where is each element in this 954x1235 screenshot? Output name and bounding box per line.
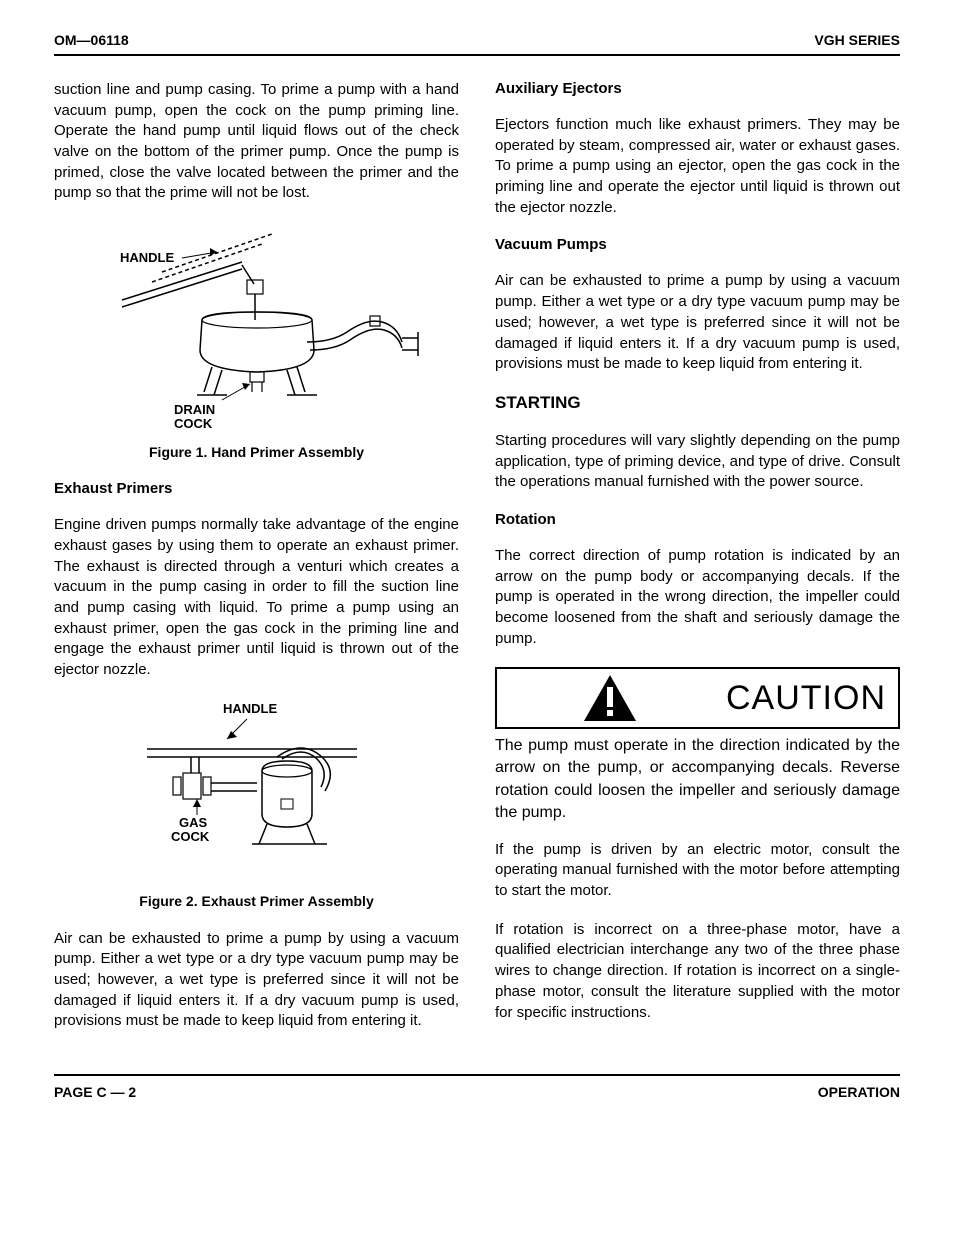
- exhaust-primers-heading: Exhaust Primers: [54, 480, 459, 497]
- paragraph: Ejectors function much like exhaust prim…: [495, 115, 900, 218]
- header-left: OM—06118: [54, 32, 129, 48]
- left-column: suction line and pump casing. To prime a…: [54, 80, 459, 1050]
- caution-label: CAUTION: [726, 679, 886, 718]
- fig2-handle-label: HANDLE: [223, 701, 277, 716]
- hand-primer-diagram: HANDLE: [92, 222, 422, 432]
- paragraph: If rotation is incorrect on a three-phas…: [495, 920, 900, 1023]
- exhaust-primer-diagram: HANDLE: [127, 699, 387, 869]
- paragraph: suction line and pump casing. To prime a…: [54, 80, 459, 204]
- header-right: VGH SERIES: [814, 32, 900, 48]
- warning-triangle-icon: [582, 673, 638, 723]
- rotation-heading: Rotation: [495, 511, 900, 528]
- aux-ejectors-heading: Auxiliary Ejectors: [495, 80, 900, 97]
- paragraph: Engine driven pumps normally take advant…: [54, 515, 459, 681]
- body-columns: suction line and pump casing. To prime a…: [54, 80, 900, 1050]
- caution-text: The pump must operate in the direction i…: [495, 735, 900, 823]
- drain-cock-label-line2: COCK: [174, 416, 213, 431]
- paragraph: Air can be exhausted to prime a pump by …: [54, 929, 459, 1032]
- figure-1-caption: Figure 1. Hand Primer Assembly: [54, 444, 459, 460]
- svg-text:COCK: COCK: [171, 829, 210, 844]
- paragraph: Starting procedures will vary slightly d…: [495, 431, 900, 493]
- figure-1: HANDLE: [54, 222, 459, 460]
- vacuum-pumps-heading: Vacuum Pumps: [495, 236, 900, 253]
- footer-right: OPERATION: [818, 1084, 900, 1100]
- right-column: Auxiliary Ejectors Ejectors function muc…: [495, 80, 900, 1050]
- drain-cock-label-line1: DRAIN: [174, 402, 215, 417]
- figure-2: HANDLE: [54, 699, 459, 909]
- paragraph: Air can be exhausted to prime a pump by …: [495, 271, 900, 374]
- paragraph: If the pump is driven by an electric mot…: [495, 840, 900, 902]
- handle-label: HANDLE: [120, 250, 174, 265]
- figure-2-caption: Figure 2. Exhaust Primer Assembly: [54, 893, 459, 909]
- starting-heading: STARTING: [495, 393, 900, 413]
- caution-box: CAUTION: [495, 667, 900, 729]
- paragraph: The correct direction of pump rotation i…: [495, 546, 900, 649]
- page-header: OM—06118 VGH SERIES: [54, 32, 900, 56]
- page-footer: PAGE C — 2 OPERATION: [54, 1074, 900, 1100]
- footer-left: PAGE C — 2: [54, 1084, 136, 1100]
- svg-text:GAS: GAS: [179, 815, 208, 830]
